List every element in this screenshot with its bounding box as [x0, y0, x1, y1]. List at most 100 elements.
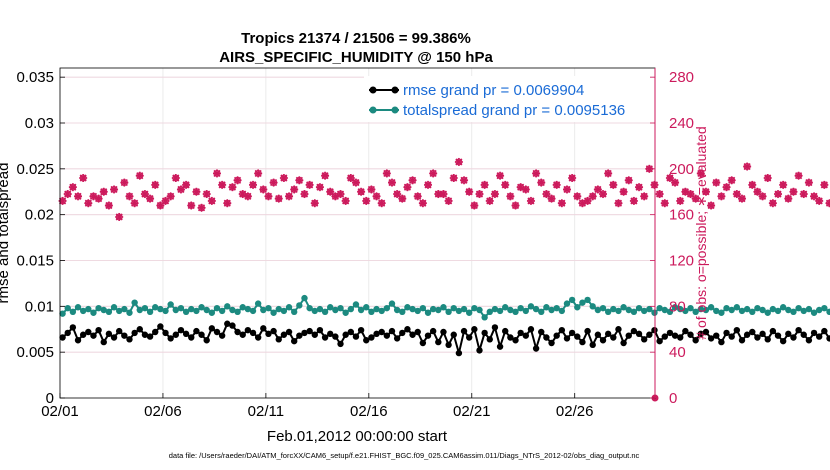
data-point [512, 337, 519, 344]
data-point [697, 305, 705, 313]
data-point [393, 306, 401, 314]
data-point [579, 299, 586, 306]
data-point [90, 309, 97, 316]
chart-title-line1: Tropics 21374 / 21506 = 99.386% [241, 30, 471, 47]
asterisk-stroke [712, 179, 720, 187]
obs-evaluated-point [115, 212, 124, 221]
obs-evaluated-point [424, 180, 433, 189]
asterisk-stroke [280, 174, 288, 182]
asterisk-stroke [779, 181, 787, 189]
asterisk-stroke [686, 190, 695, 198]
data-point [640, 336, 648, 343]
asterisk-stroke [661, 199, 669, 207]
data-point [620, 339, 627, 347]
obs-evaluated-point [439, 190, 448, 199]
data-point [502, 327, 509, 335]
data-point [610, 334, 617, 341]
asterisk-stroke [110, 185, 118, 194]
data-point [115, 327, 123, 335]
data-point [177, 326, 185, 334]
asterisk-stroke [254, 169, 262, 177]
data-point [440, 304, 447, 311]
obs-evaluated-point [197, 203, 206, 212]
asterisk-stroke [151, 181, 159, 189]
asterisk-stroke [146, 195, 154, 203]
obs-evaluated-point [511, 201, 520, 210]
data-point [213, 328, 221, 336]
data-point [182, 330, 190, 338]
data-point [290, 308, 298, 316]
data-point [476, 347, 483, 354]
obs-evaluated-point [454, 157, 463, 166]
data-point [368, 334, 375, 341]
asterisk-stroke [450, 174, 458, 182]
y-axis-right: 0 40 80 120 160 200 240 280 [650, 68, 694, 407]
asterisk-stroke [527, 197, 535, 205]
data-point [743, 331, 751, 338]
data-point [815, 333, 823, 340]
data-point [435, 306, 442, 314]
data-point [805, 305, 813, 313]
data-point [553, 304, 560, 312]
obs-evaluated-point [393, 190, 402, 199]
data-point [790, 334, 797, 341]
x-tick-label: 02/11 [248, 403, 284, 420]
obs-evaluated-point [727, 176, 736, 185]
data-point [347, 305, 355, 313]
obs-evaluated-point [768, 199, 777, 208]
x-tick-label: 02/06 [144, 403, 182, 420]
data-point [316, 305, 324, 313]
data-point [115, 307, 123, 315]
obs-evaluated-point [794, 171, 803, 180]
asterisk-stroke [270, 179, 278, 187]
data-point [141, 331, 149, 338]
data-point [321, 334, 329, 341]
asterisk-stroke [295, 176, 303, 184]
asterisk-stroke [676, 197, 684, 205]
asterisk-stroke [439, 190, 448, 198]
data-point [265, 304, 272, 312]
obs-evaluated-point [691, 194, 700, 203]
legend-spread-marker-b [391, 106, 399, 114]
asterisk-stroke [100, 188, 108, 196]
obs-evaluated-point [480, 180, 489, 189]
data-point [419, 304, 427, 312]
obs-evaluated-point [671, 178, 680, 187]
obs-evaluated-point [336, 190, 345, 199]
data-point [759, 330, 766, 338]
obs-evaluated-point [758, 192, 767, 201]
data-point [815, 306, 823, 314]
data-point [357, 326, 365, 334]
x-axis: 02/01 02/06 02/11 02/16 02/21 02/26 [41, 393, 593, 420]
data-point [702, 328, 710, 336]
data-point [790, 308, 797, 316]
asterisk-stroke [738, 195, 746, 203]
data-point [527, 303, 535, 310]
data-point [656, 337, 663, 345]
data-point [136, 326, 143, 333]
data-point [234, 308, 241, 316]
asterisk-stroke [614, 199, 623, 207]
obs-evaluated-point [614, 199, 623, 208]
asterisk-stroke [131, 199, 139, 207]
plot-area [58, 157, 830, 402]
data-point [677, 305, 684, 313]
data-point [450, 331, 457, 338]
asterisk-stroke [79, 174, 87, 182]
asterisk-stroke [424, 181, 432, 189]
data-point [208, 325, 216, 332]
obs-evaluated-point [722, 183, 731, 192]
y-tick-label: 0.035 [16, 69, 54, 86]
obs-evaluated-point [351, 178, 360, 187]
data-point [538, 308, 545, 316]
obs-evaluated-point [120, 178, 129, 187]
asterisk-stroke [465, 188, 473, 196]
y2-tick-label: 200 [669, 161, 694, 178]
obs-evaluated-point [99, 187, 108, 196]
obs-evaluated-point [274, 194, 283, 203]
asterisk-stroke [182, 181, 190, 189]
obs-evaluated-point [588, 192, 597, 201]
asterisk-stroke [208, 197, 216, 205]
data-point [306, 304, 313, 312]
asterisk-stroke [795, 172, 803, 180]
